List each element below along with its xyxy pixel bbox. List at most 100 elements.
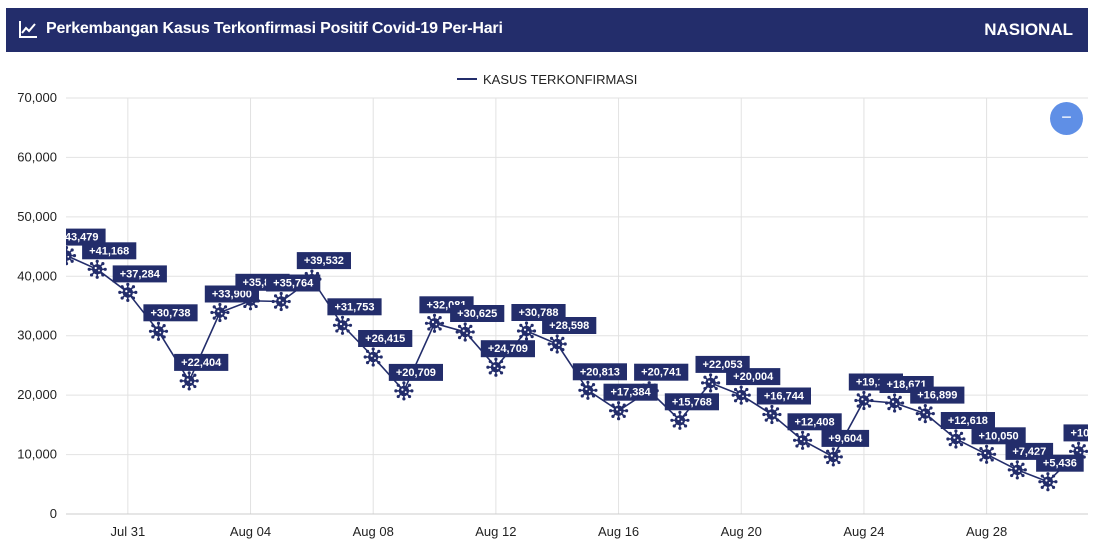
virus-icon[interactable] <box>486 357 506 377</box>
data-label-bg <box>480 340 535 358</box>
data-label-bg <box>971 427 1026 445</box>
virus-icon[interactable] <box>823 447 843 467</box>
y-tick-label: 40,000 <box>17 268 57 283</box>
data-label: +22,404 <box>181 357 222 369</box>
data-label-bg <box>450 305 505 322</box>
virus-icon[interactable] <box>363 347 383 367</box>
virus-icon[interactable] <box>854 390 874 411</box>
chart-legend[interactable]: KASUS TERKONFIRMASI <box>457 70 637 88</box>
virus-icon[interactable] <box>946 429 966 449</box>
virus-icon[interactable] <box>793 430 813 450</box>
virus-icon[interactable] <box>424 313 445 333</box>
zoom-out-button[interactable]: − <box>1050 102 1083 135</box>
data-label-bg <box>358 330 413 347</box>
data-label-bg <box>821 429 870 447</box>
y-tick-label: 60,000 <box>17 149 57 164</box>
line-chart-icon <box>19 21 37 38</box>
data-label: +33,900 <box>212 289 252 301</box>
data-label: +5,436 <box>1043 458 1077 470</box>
virus-icon[interactable] <box>701 373 721 393</box>
data-label-bg <box>327 298 382 316</box>
y-tick-label: 70,000 <box>17 90 57 105</box>
data-label: +10,050 <box>979 430 1019 442</box>
virus-icon[interactable] <box>1038 472 1058 492</box>
data-label-bg <box>787 413 842 431</box>
data-label: +31,753 <box>334 301 374 313</box>
data-label: +20,813 <box>580 366 620 378</box>
data-labels: +43,479+41,168 +37,284 +30,738 +22,404 +33,9… <box>58 228 1095 472</box>
data-label-bg <box>296 252 351 270</box>
data-label-bg <box>112 265 167 283</box>
data-label-bg <box>634 363 689 381</box>
virus-icon[interactable] <box>762 404 782 425</box>
y-tick-label: 0 <box>50 506 57 521</box>
virus-icon[interactable] <box>455 322 475 342</box>
data-label: +20,004 <box>733 371 774 383</box>
data-label: +15,768 <box>672 396 712 408</box>
data-label: +30,625 <box>457 308 497 320</box>
data-label-bg <box>511 304 566 321</box>
data-label: +9,604 <box>828 433 863 445</box>
legend-label: KASUS TERKONFIRMASI <box>483 71 638 87</box>
data-label-bg <box>910 386 965 404</box>
virus-icon[interactable] <box>516 321 537 341</box>
data-label-bg <box>940 412 995 429</box>
virus-icon[interactable] <box>977 444 997 464</box>
data-label: +20,741 <box>641 367 681 379</box>
virus-icon[interactable] <box>210 302 230 323</box>
data-label: +43,479 <box>58 232 98 244</box>
data-label: +28,598 <box>549 320 589 332</box>
virus-icon[interactable] <box>885 393 905 413</box>
virus-icon[interactable] <box>670 410 690 430</box>
data-label-bg <box>726 368 781 386</box>
virus-icon[interactable] <box>915 404 935 424</box>
virus-icon[interactable] <box>394 381 414 401</box>
data-label: +16,899 <box>917 390 957 402</box>
data-label: +12,618 <box>948 415 988 427</box>
data-label: +37,284 <box>120 268 161 280</box>
x-tick-label: Aug 12 <box>475 524 516 539</box>
data-label: +30,788 <box>518 307 558 319</box>
data-label-bg <box>756 387 811 405</box>
data-label-bg <box>1063 424 1088 442</box>
data-label-bg <box>266 274 321 292</box>
data-label: +30,738 <box>150 307 190 319</box>
data-label-bg <box>603 383 658 401</box>
data-label-bg <box>664 393 719 411</box>
data-label-bg <box>174 353 229 371</box>
data-label: +24,709 <box>488 343 528 355</box>
virus-icon[interactable] <box>332 315 353 335</box>
virus-icon[interactable] <box>57 246 77 266</box>
data-label: +41,168 <box>89 245 129 257</box>
virus-icon[interactable] <box>609 401 629 421</box>
virus-icon[interactable] <box>271 291 291 312</box>
virus-icon[interactable] <box>578 380 598 400</box>
x-tick-label: Aug 16 <box>598 524 639 539</box>
chart-title: Perkembangan Kasus Terkonfirmasi Positif… <box>46 20 503 37</box>
y-tick-label: 30,000 <box>17 328 57 343</box>
virus-icon[interactable] <box>731 385 751 405</box>
data-label: +26,415 <box>365 333 405 345</box>
data-label: +35,764 <box>273 278 314 290</box>
series-line <box>66 254 1080 483</box>
data-label: +20,709 <box>396 367 436 379</box>
data-label: +17,384 <box>611 387 652 399</box>
x-tick-label: Aug 28 <box>966 524 1007 539</box>
y-tick-label: 10,000 <box>17 447 57 462</box>
data-label: +16,744 <box>764 391 805 403</box>
minus-icon: − <box>1061 107 1072 127</box>
virus-icon[interactable] <box>148 321 169 341</box>
x-tick-label: Jul 31 <box>110 524 145 539</box>
data-label-bg <box>143 304 198 322</box>
virus-icon[interactable] <box>547 334 567 354</box>
virus-icon[interactable] <box>179 371 199 391</box>
scope-label: NASIONAL <box>984 20 1073 39</box>
data-label: +39,532 <box>304 255 344 267</box>
virus-icon[interactable] <box>1007 460 1027 480</box>
data-label-bg <box>66 228 106 246</box>
data-label: +22,053 <box>703 359 743 371</box>
data-label: +10,534 <box>1071 427 1095 439</box>
virus-icon[interactable] <box>87 259 107 279</box>
x-tick-label: Aug 20 <box>721 524 762 539</box>
virus-icon[interactable] <box>118 282 138 302</box>
